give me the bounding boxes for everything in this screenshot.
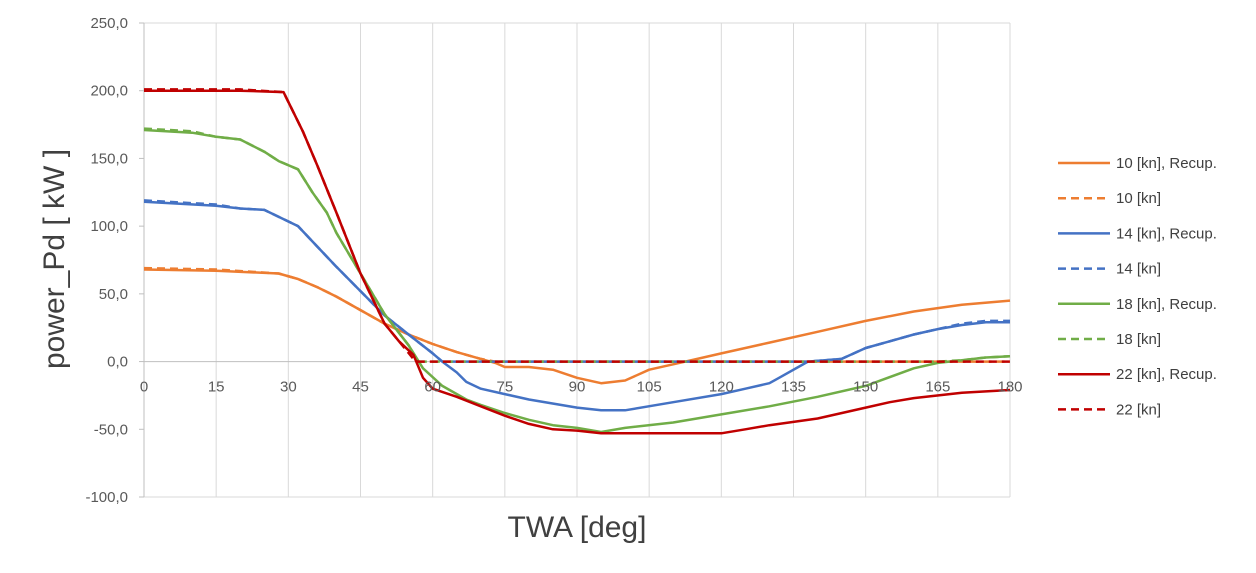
legend-label-1: 10 [kn] [1116,190,1161,207]
series-line-7 [144,88,1010,363]
x-tick-label-0: 0 [140,379,148,396]
legend-label-7: 22 [kn] [1116,401,1161,418]
axes [139,22,1010,498]
x-tick-label-10: 150 [853,379,878,396]
x-tick-label-7: 105 [637,379,662,396]
legend-label-3: 14 [kn] [1116,261,1161,278]
series-lines [143,88,1011,435]
y-tick-label-0: -100,0 [85,489,128,506]
x-tick-label-9: 135 [781,379,806,396]
y-tick-label-1: -50,0 [94,421,128,438]
series-line-0 [143,268,1011,385]
legend-label-4: 18 [kn], Recup. [1116,296,1217,313]
series-line-6 [144,89,1011,435]
x-tick-label-1: 15 [208,379,225,396]
x-tick-label-3: 45 [352,379,369,396]
x-tick-label-12: 180 [997,379,1022,396]
y-tick-label-4: 100,0 [90,218,128,235]
series-line-3 [143,199,1010,363]
y-tick-label-2: 0,0 [107,354,128,371]
y-tick-label-6: 200,0 [90,83,128,100]
legend-label-6: 22 [kn], Recup. [1116,366,1217,383]
legend-label-5: 18 [kn] [1116,331,1161,348]
x-tick-label-4: 60 [424,379,441,396]
y-tick-label-5: 150,0 [90,150,128,167]
y-axis-title: power_Pd [ kW ] [38,149,71,369]
x-axis-title: TWA [deg] [508,511,647,544]
x-tick-label-2: 30 [280,379,297,396]
y-tick-label-3: 50,0 [99,286,128,303]
legend-label-0: 10 [kn], Recup. [1116,155,1217,172]
x-tick-label-6: 90 [569,379,586,396]
x-tick-label-8: 120 [709,379,734,396]
gridlines [143,22,1011,498]
tick-labels: -100,0 -50,0 0,0 50,0 100,0 150,0 200,0 250,0 0 1… [85,15,1022,506]
y-tick-label-7: 250,0 [90,15,128,32]
legend: 10 [kn], Recup. 10 [kn] 14 [kn], Recup. 14 … [1058,155,1217,418]
x-tick-label-11: 165 [925,379,950,396]
legend-label-2: 14 [kn], Recup. [1116,225,1217,242]
x-tick-label-5: 75 [496,379,513,396]
